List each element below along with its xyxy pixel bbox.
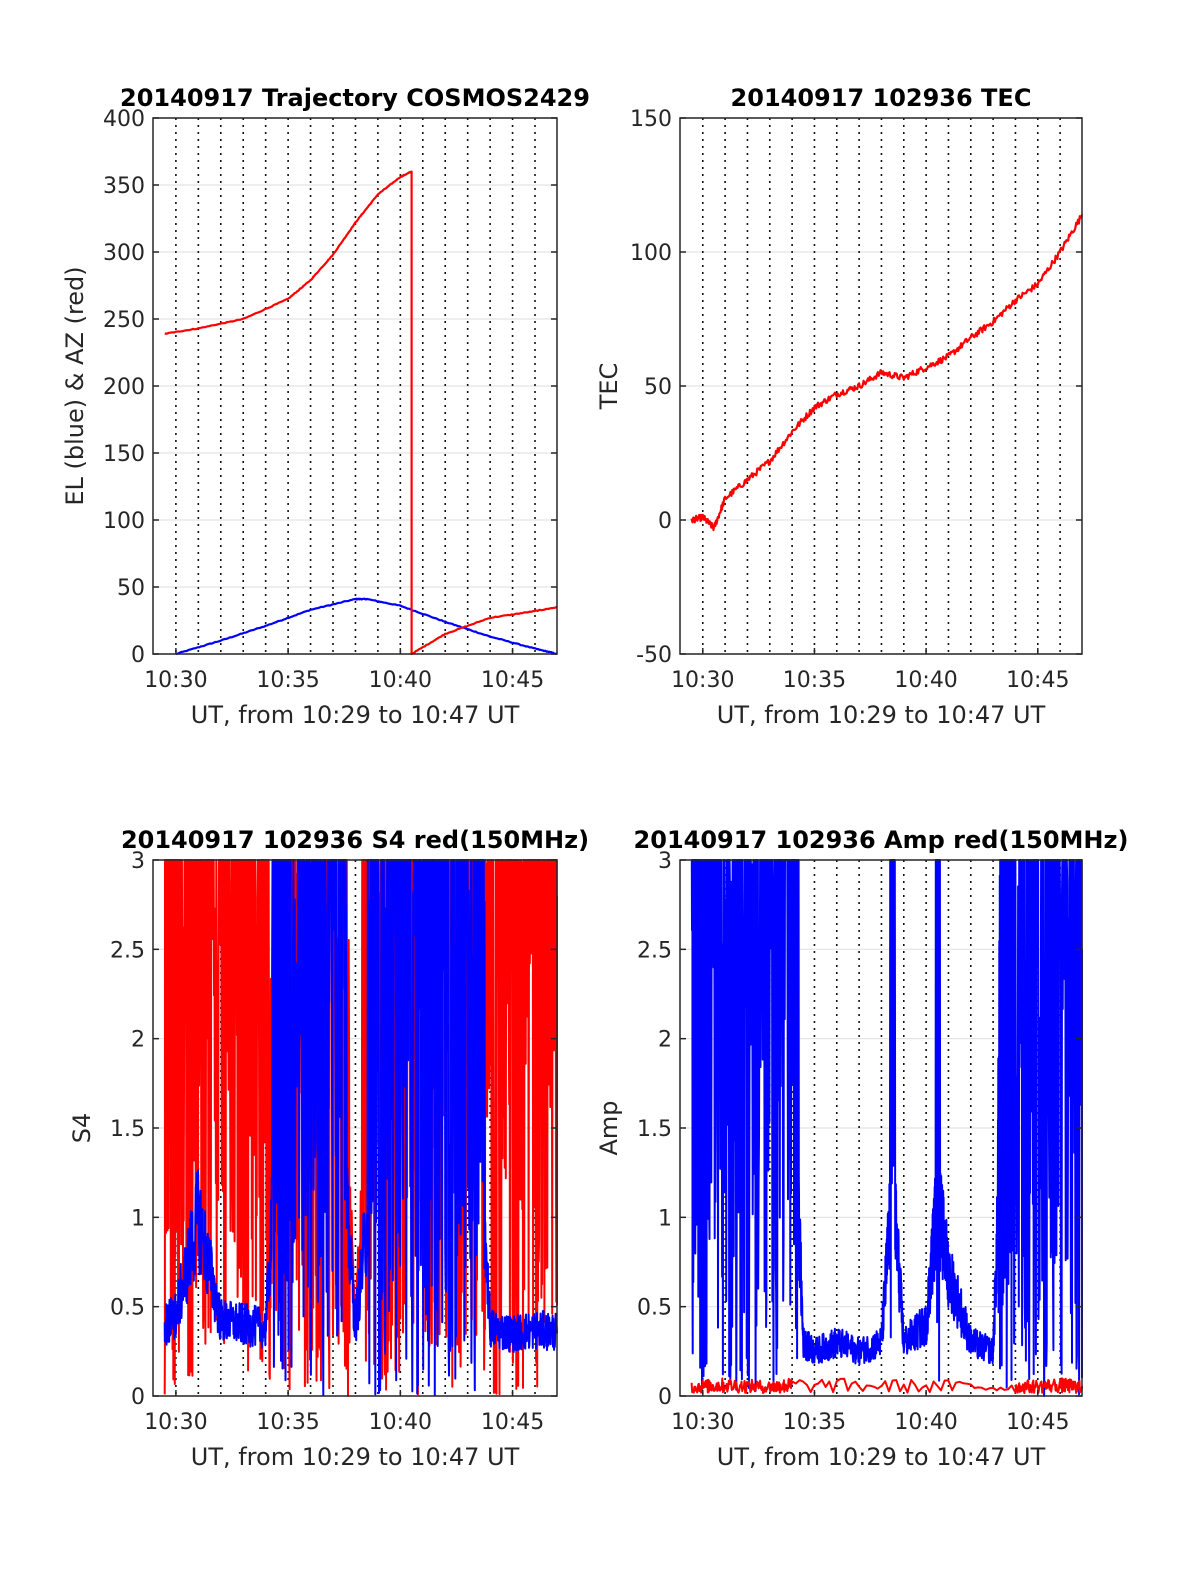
y-tick-label: 350	[103, 174, 145, 199]
y-tick-label: 250	[103, 308, 145, 333]
x-axis-label: UT, from 10:29 to 10:47 UT	[191, 701, 520, 729]
y-tick-label: 1	[131, 1206, 145, 1231]
y-tick-label: 0	[131, 643, 145, 668]
chart-3: 0 0.5 1 1.5 2 2.5 3 10:30 10:35 10:40 10:45 2014091…	[68, 826, 589, 1471]
x-tick-label: 10:45	[1006, 1410, 1069, 1435]
chart-title: 20140917 102936 Amp red(150MHz)	[634, 826, 1129, 854]
x-axis-label: UT, from 10:29 to 10:47 UT	[191, 1443, 520, 1471]
y-tick-label: 0.5	[110, 1296, 145, 1321]
x-tick-label: 10:40	[894, 668, 957, 693]
y-tick-label: 0.5	[637, 1296, 672, 1321]
y-tick-label: 1.5	[110, 1117, 145, 1142]
y-axis-label: S4	[68, 1113, 96, 1144]
x-axis-label: UT, from 10:29 to 10:47 UT	[717, 1443, 1046, 1471]
y-tick-label: 2	[131, 1028, 145, 1053]
y-tick-label: 100	[630, 241, 672, 266]
y-tick-label: 0	[131, 1385, 145, 1410]
y-tick-label: 1	[658, 1206, 672, 1231]
chart-2: -50 0 50 100 150 10:30 10:35 10:40 10:45 20140917…	[595, 84, 1084, 729]
x-tick-label: 10:45	[481, 668, 544, 693]
series-line-2	[690, 1377, 1083, 1395]
series-line-1	[175, 597, 558, 655]
y-tick-label: 200	[103, 375, 145, 400]
y-axis-label: Amp	[595, 1100, 623, 1155]
y-tick-label: 400	[103, 107, 145, 132]
series-line-2	[163, 859, 558, 1397]
y-axis-label: TEC	[595, 363, 623, 411]
y-tick-label: 300	[103, 241, 145, 266]
y-tick-label: 100	[103, 509, 145, 534]
chart-4: 0 0.5 1 1.5 2 2.5 3 10:30 10:35 10:40 10:45 2014091…	[595, 826, 1128, 1471]
y-tick-label: 0	[658, 1385, 672, 1410]
y-tick-label: 3	[131, 849, 145, 874]
y-tick-label: 3	[658, 849, 672, 874]
y-tick-label: 0	[658, 509, 672, 534]
x-tick-label: 10:35	[783, 1410, 846, 1435]
y-axis-label: EL (blue) & AZ (red)	[61, 266, 89, 505]
chart-title: 20140917 102936 S4 red(150MHz)	[121, 826, 589, 854]
series-line-2	[164, 170, 558, 656]
x-tick-label: 10:30	[144, 668, 207, 693]
x-tick-label: 10:35	[783, 668, 846, 693]
y-tick-label: 150	[103, 442, 145, 467]
x-tick-label: 10:40	[369, 1410, 432, 1435]
chart-title: 20140917 Trajectory COSMOS2429	[120, 84, 590, 112]
series-line-1	[690, 214, 1084, 532]
y-tick-label: 2.5	[110, 938, 145, 963]
x-tick-label: 10:30	[671, 1410, 734, 1435]
y-tick-label: 50	[117, 576, 145, 601]
x-tick-label: 10:45	[1006, 668, 1069, 693]
y-tick-label: 1.5	[637, 1117, 672, 1142]
y-tick-label: -50	[636, 643, 672, 668]
x-tick-label: 10:40	[369, 668, 432, 693]
chart-1: 0 50 100 150 200 250 300 350 400 10:30 10:35 10:40 1…	[61, 84, 590, 729]
x-tick-label: 10:30	[144, 1410, 207, 1435]
x-tick-label: 10:35	[256, 668, 319, 693]
y-tick-label: 2.5	[637, 938, 672, 963]
y-tick-label: 150	[630, 107, 672, 132]
x-tick-label: 10:35	[256, 1410, 319, 1435]
x-tick-label: 10:45	[481, 1410, 544, 1435]
y-tick-label: 2	[658, 1028, 672, 1053]
x-tick-label: 10:30	[671, 668, 734, 693]
x-tick-label: 10:40	[894, 1410, 957, 1435]
chart-title: 20140917 102936 TEC	[731, 84, 1032, 112]
y-tick-label: 50	[644, 375, 672, 400]
x-axis-label: UT, from 10:29 to 10:47 UT	[717, 701, 1046, 729]
